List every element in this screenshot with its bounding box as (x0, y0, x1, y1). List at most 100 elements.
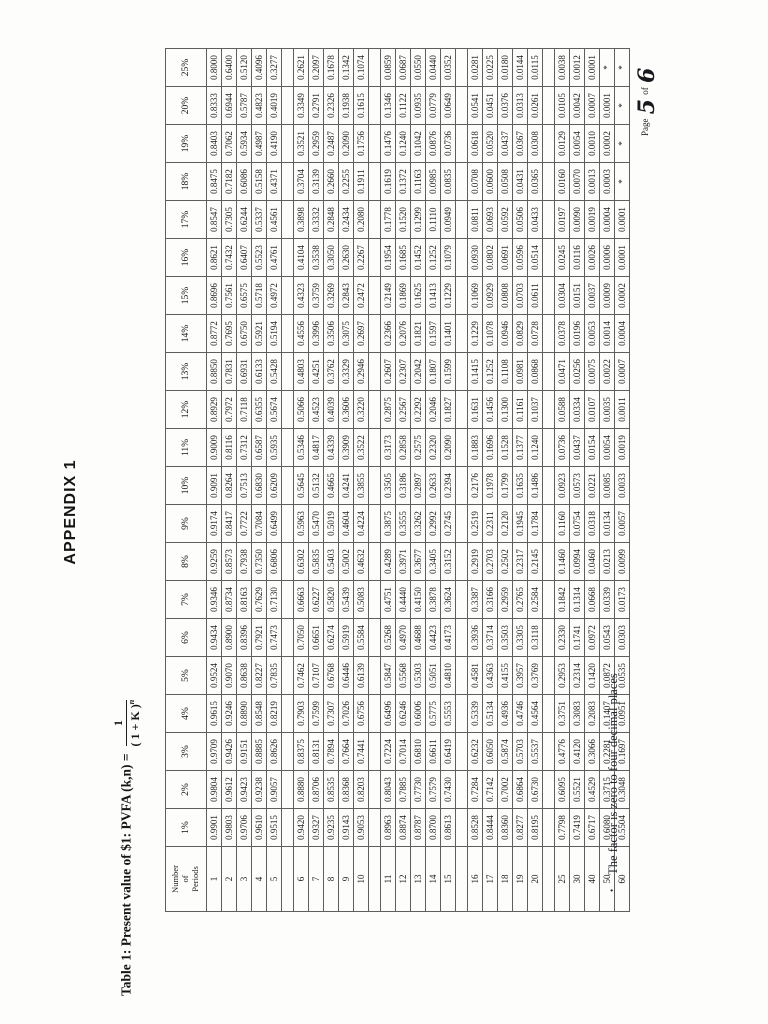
pvif-value-cell: 0.1074 (353, 48, 369, 87)
pvif-value-cell: 0.0728 (527, 314, 543, 353)
pvif-value-cell: 0.2042 (410, 352, 426, 391)
group-separator-cell (542, 656, 555, 695)
pvif-value-cell: 0.2076 (395, 314, 411, 353)
pvif-value-cell: 0.4155 (497, 656, 513, 695)
group-separator-cell (368, 162, 381, 201)
group-separator-cell (281, 86, 294, 125)
pvif-value-cell: 0.0001 (584, 48, 600, 87)
pvif-value-cell: 0.4604 (338, 504, 354, 543)
pvif-value-cell: 0.8043 (380, 770, 396, 809)
pvif-value-cell: 0.2090 (440, 428, 456, 467)
pvif-value-cell: 0.6086 (236, 162, 252, 201)
pvif-value-cell: 0.2267 (353, 238, 369, 277)
pvif-value-cell: 0.0054 (569, 124, 585, 163)
pvif-value-cell: 0.1042 (410, 124, 426, 163)
group-separator-row (455, 48, 468, 912)
pvif-value-cell: 0.6750 (236, 314, 252, 353)
pvif-value-cell: 0.9434 (206, 618, 222, 657)
pvif-value-cell: 0.0304 (554, 276, 570, 315)
table-row: 20 0.8195 0.6730 0.5537 0.4564 0.3769 0.3118 0.… (527, 48, 543, 912)
pvif-value-cell: 0.6446 (338, 656, 354, 695)
group-separator-cell (542, 618, 555, 657)
table-row: 9 0.9143 0.8368 0.7664 0.7026 0.6446 0.5919 0.5… (338, 48, 354, 912)
pvif-value-cell: 0.2660 (323, 162, 339, 201)
pvif-value-cell: 0.0352 (440, 48, 456, 87)
pvif-value-cell: 0.4665 (323, 466, 339, 505)
pvif-value-cell: 0.1520 (395, 200, 411, 239)
pvif-value-cell: 0.0754 (569, 504, 585, 543)
pvif-value-cell: 0.7730 (410, 770, 426, 809)
header-row: Number of Periods 1% 2% 3% 4% 5% 6% 7% 8% 9% 10% 11% 1… (165, 48, 207, 912)
pvif-value-cell: 0.1460 (554, 542, 570, 581)
pvif-value-cell: 0.0550 (410, 48, 426, 87)
pvif-value-cell: 0.4323 (293, 276, 309, 315)
pvif-value-cell: 0.8375 (293, 732, 309, 771)
group-separator-cell (542, 808, 555, 847)
period-cell: 19 (512, 846, 528, 912)
pvif-value-cell: 0.1069 (467, 276, 483, 315)
group-separator-cell (455, 200, 468, 239)
group-separator-cell (455, 428, 468, 467)
pvif-value-cell: 0.3677 (410, 542, 426, 581)
pvif-value-cell: 0.7835 (266, 656, 282, 695)
pvif-value-cell: 0.0281 (467, 48, 483, 87)
pvif-value-cell: 0.1229 (440, 276, 456, 315)
pvif-value-cell: 0.1678 (323, 48, 339, 87)
pvif-value-cell: 0.2519 (467, 504, 483, 543)
pvif-value-cell: 0.0451 (482, 86, 498, 125)
group-separator-cell (368, 124, 381, 163)
pvif-value-cell: * (614, 124, 630, 163)
pvif-value-cell: 0.2633 (425, 466, 441, 505)
group-separator-cell (281, 48, 294, 87)
pvif-value-cell: 0.9524 (206, 656, 222, 695)
pvif-value-cell: 0.1869 (395, 276, 411, 315)
footnote: • The factor is zero to four decimal plac… (606, 673, 621, 892)
pvif-value-cell: 0.0308 (527, 124, 543, 163)
pvif-value-cell: 0.0038 (554, 48, 570, 87)
pvif-value-cell: 0.7664 (338, 732, 354, 771)
group-separator-cell (455, 542, 468, 581)
pvif-value-cell: 0.1799 (497, 466, 513, 505)
group-separator-cell (542, 504, 555, 543)
pvif-value-cell: 0.0004 (599, 200, 615, 239)
pvif-value-cell: 0.2575 (410, 428, 426, 467)
pvif-value-cell: 0.0376 (497, 86, 513, 125)
pvif-value-cell: 0.2097 (308, 48, 324, 87)
pvif-value-cell: 0.8396 (236, 618, 252, 657)
pvif-value-cell: 0.0010 (584, 124, 600, 163)
pvif-value-cell: 0.8700 (425, 808, 441, 847)
table-row: 15 0.8613 0.7430 0.6419 0.5553 0.4810 0.4173 0.… (440, 48, 456, 912)
pvif-value-cell: 0.8638 (236, 656, 252, 695)
pvif-value-cell: 0.0923 (554, 466, 570, 505)
pvif-value-cell: 0.8403 (206, 124, 222, 163)
pvif-value-cell: 0.9091 (206, 466, 222, 505)
pvif-value-cell: 0.7224 (380, 732, 396, 771)
pvif-value-cell: 0.0173 (614, 580, 630, 619)
corner-header-line: Periods (189, 866, 200, 892)
group-separator-cell (281, 466, 294, 505)
pvif-value-cell: 0.4104 (293, 238, 309, 277)
pvif-value-cell: 0.7695 (221, 314, 237, 353)
pvif-value-cell: 0.2176 (467, 466, 483, 505)
pvif-value-cell: 0.4096 (251, 48, 267, 87)
pvif-value-cell: 0.1342 (338, 48, 354, 87)
pvif-value-cell: 0.6730 (527, 770, 543, 809)
pvif-value-cell: 0.0543 (599, 618, 615, 657)
group-separator-cell (455, 580, 468, 619)
pvif-value-cell: 0.0054 (599, 428, 615, 467)
table-row: 1 0.9901 0.9804 0.9709 0.9615 0.9524 0.9434 0.9… (206, 48, 222, 912)
pvif-value-cell: 0.9238 (251, 770, 267, 809)
pvif-value-cell: 0.1240 (395, 124, 411, 163)
rate-header: 3% (165, 732, 207, 771)
pvif-value-cell: 0.9610 (251, 808, 267, 847)
pvif-value-cell: 0.4224 (353, 504, 369, 543)
group-separator-cell (455, 276, 468, 315)
pvif-value-cell: 0.8963 (380, 808, 396, 847)
group-separator-cell (455, 390, 468, 429)
pvif-value-cell: 0.9235 (323, 808, 339, 847)
pvif-value-cell: 0.2765 (512, 580, 528, 619)
group-separator-cell (542, 314, 555, 353)
pvif-value-cell: 0.4817 (308, 428, 324, 467)
pvif-value-cell: 0.4120 (569, 732, 585, 771)
pvif-value-cell: 0.0057 (614, 504, 630, 543)
